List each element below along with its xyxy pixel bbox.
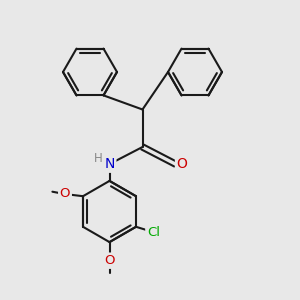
Text: O: O bbox=[177, 157, 188, 171]
Text: Cl: Cl bbox=[147, 226, 160, 239]
Text: O: O bbox=[60, 187, 70, 200]
Text: N: N bbox=[104, 157, 115, 171]
Text: H: H bbox=[94, 152, 103, 165]
Text: O: O bbox=[104, 254, 115, 267]
